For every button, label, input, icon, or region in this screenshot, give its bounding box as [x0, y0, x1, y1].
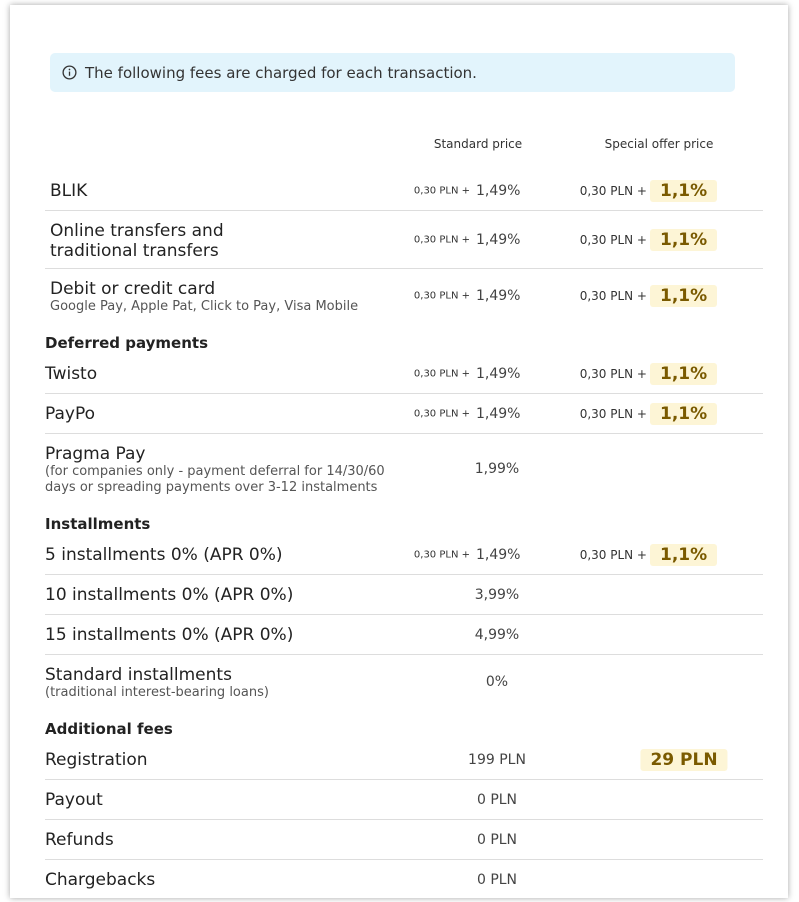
info-icon	[62, 65, 77, 80]
method-name: Twisto	[45, 364, 98, 384]
method-name: Debit or credit card	[50, 279, 216, 299]
method-name: Pragma Pay	[45, 444, 146, 464]
standard-prefix: 0,30 PLN +	[413, 185, 470, 196]
standard-price: 199 PLN	[468, 751, 526, 768]
fee-row: Twisto 0,30 PLN +1,49% 0,30 PLN +1,1%	[45, 354, 763, 394]
section-title: Deferred payments	[45, 334, 209, 352]
special-price: 1,1%	[650, 179, 718, 202]
special-prefix: 0,30 PLN +	[579, 183, 647, 198]
fee-row: Online transfers and traditional transfe…	[45, 211, 763, 269]
method-name: 5 installments 0% (APR 0%)	[45, 545, 283, 565]
special-prefix: 0,30 PLN +	[579, 547, 647, 562]
fee-row: Pragma Pay (for companies only - payment …	[45, 434, 763, 503]
standard-price: 4,99%	[474, 626, 520, 643]
standard-prefix: 0,30 PLN +	[413, 234, 470, 245]
standard-price: 0 PLN	[476, 871, 518, 888]
method-name: Refunds	[45, 830, 114, 850]
special-price: 1,1%	[650, 402, 718, 425]
standard-price: 1,49%	[476, 405, 521, 422]
table-section: Additional fees Registration 199 PLN 29 PLN…	[45, 708, 763, 898]
fee-row: PayPo 0,30 PLN +1,49% 0,30 PLN +1,1%	[45, 394, 763, 434]
standard-prefix: 0,30 PLN +	[413, 368, 470, 379]
method-name: Online transfers and traditional transfe…	[50, 221, 224, 261]
table-section: Installments 5 installments 0% (APR 0%) 0,…	[45, 503, 763, 708]
method-note: (traditional interest-bearing loans)	[45, 685, 269, 700]
method-name: PayPo	[45, 404, 96, 424]
standard-prefix: 0,30 PLN +	[413, 549, 470, 560]
notice-text: The following fees are charged for each …	[85, 63, 477, 82]
special-prefix: 0,30 PLN +	[579, 406, 647, 421]
fee-row: Refunds 0 PLN	[45, 820, 763, 860]
standard-prefix: 0,30 PLN +	[413, 408, 470, 419]
fee-row: Standard installments (traditional intere…	[45, 655, 763, 708]
fee-row: 15 installments 0% (APR 0%) 4,99%	[45, 615, 763, 655]
fee-row: BLIK 0,30 PLN +1,49% 0,30 PLN +1,1%	[45, 171, 763, 211]
fee-card: The following fees are charged for each …	[10, 5, 788, 898]
method-note: Google Pay, Apple Pat, Click to Pay, Vis…	[50, 299, 359, 314]
special-price: 29 PLN	[640, 748, 728, 771]
fee-row: Debit or credit card Google Pay, Apple Pa…	[45, 269, 763, 322]
section-title: Additional fees	[45, 720, 173, 738]
column-header: Standard price	[433, 137, 523, 151]
method-name: Chargebacks	[45, 870, 156, 890]
method-note: (for companies only - payment deferral f…	[45, 464, 385, 495]
special-prefix: 0,30 PLN +	[579, 366, 647, 381]
table-header: Standard price Special offer price	[45, 125, 763, 171]
table-section: Deferred payments Twisto 0,30 PLN + 1,49% 0,…	[45, 322, 763, 503]
special-price: 1,1%	[650, 284, 718, 307]
standard-price: 1,49%	[476, 287, 521, 304]
method-name: Registration	[45, 750, 148, 770]
fee-table: Standard price Special offer price BLIK 0…	[45, 125, 763, 898]
method-name: 10 installments 0% (APR 0%)	[45, 585, 294, 605]
fee-row: 10 installments 0% (APR 0%) 3,99%	[45, 575, 763, 615]
section-title: Installments	[45, 515, 151, 533]
standard-price: 1,49%	[476, 182, 521, 199]
special-prefix: 0,30 PLN +	[579, 288, 647, 303]
fee-row: 5 installments 0% (APR 0%) 0,30 PLN + 1,49…	[45, 535, 763, 575]
fee-row: Registration 199 PLN 29 PLN	[45, 740, 763, 780]
info-notice: The following fees are charged for each …	[50, 53, 735, 92]
standard-price: 0 PLN	[476, 831, 518, 848]
method-name: Standard installments	[45, 665, 232, 685]
standard-prefix: 0,30 PLN +	[413, 290, 470, 301]
special-price: 1,1%	[650, 543, 718, 566]
standard-price: 1,49%	[476, 231, 521, 248]
method-name: 15 installments 0% (APR 0%)	[45, 625, 294, 645]
standard-price: 1,49%	[476, 365, 521, 382]
standard-price: 0 PLN	[476, 791, 518, 808]
method-name: BLIK	[50, 181, 88, 201]
special-price: 1,1%	[650, 228, 718, 251]
standard-price: 1,99%	[474, 460, 520, 477]
standard-price: 0%	[485, 673, 509, 690]
fee-row: Chargebacks 0 PLN	[45, 860, 763, 898]
special-prefix: 0,30 PLN +	[579, 232, 647, 247]
method-name: Payout	[45, 790, 103, 810]
standard-price: 1,49%	[476, 546, 521, 563]
standard-price: 3,99%	[474, 586, 520, 603]
special-price: 1,1%	[650, 362, 718, 385]
table-section: BLIK 0,30 PLN +1,49% 0,30 PLN +1,1% Online …	[45, 171, 763, 322]
fee-row: Payout 0 PLN	[45, 780, 763, 820]
column-header: Special offer price	[604, 137, 714, 151]
